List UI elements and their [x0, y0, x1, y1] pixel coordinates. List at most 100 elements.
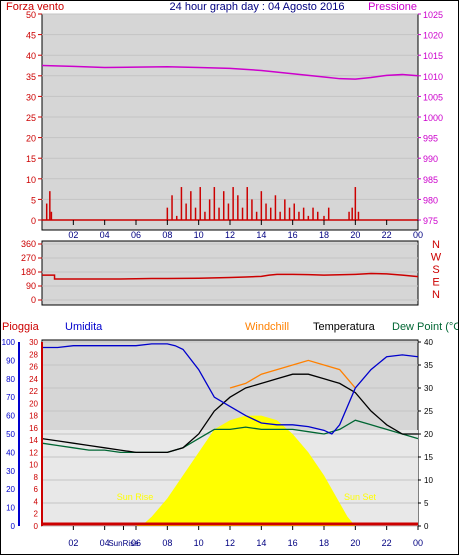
rain-tick-label: 28: [29, 350, 38, 359]
time-tick-label: 12: [225, 538, 235, 548]
wind-tick-label: 40: [26, 51, 36, 61]
legend-windchill: Windchill: [245, 321, 289, 333]
pressure-line: [41, 64, 419, 80]
pressure-tick-label: 1015: [423, 51, 443, 61]
dewpoint-line: [41, 419, 419, 454]
rain-tick-label: 30: [29, 338, 38, 347]
humidity-tick-label: 90: [6, 356, 15, 365]
wind-tick-label: 15: [26, 154, 36, 164]
time-tick-label: 14: [256, 538, 266, 548]
temperature-tick-label: 5: [424, 499, 429, 508]
time-tick-label: SunRise: [108, 539, 139, 548]
time-tick-label: 20: [350, 230, 360, 240]
time-tick-label: 16: [288, 230, 298, 240]
rain-tick-label: 16: [29, 424, 38, 433]
temperature-tick-label: 40: [424, 338, 433, 347]
pressure-tick-label: 1010: [423, 72, 443, 82]
time-tick-label: 12: [225, 230, 235, 240]
time-axis-top: 02 04 06 08 10 12 14 16 18 20 22 00: [68, 220, 423, 240]
rain-tick-label: 6: [34, 485, 39, 494]
humidity-tick-label: 20: [6, 485, 15, 494]
time-tick-label: 06: [131, 538, 141, 548]
wind-direction-line: [42, 272, 419, 280]
wind-pressure-panel: [41, 13, 419, 231]
time-tick-label: 10: [194, 538, 204, 548]
temperature-tick-label: 20: [424, 430, 433, 439]
compass-letter: E: [432, 277, 439, 289]
time-tick-label: 18: [319, 538, 329, 548]
time-tick-label: 02: [68, 230, 78, 240]
time-tick-label: 20: [350, 538, 360, 548]
wind-tick-label: 50: [26, 10, 36, 20]
pressure-axis-ticks: 975 980 985 990 995 1000 1005 1010 1015 1020 1025: [418, 10, 443, 226]
windchill-line: [229, 359, 356, 389]
time-tick-label: 04: [100, 538, 110, 548]
wind-tick-label: 35: [26, 72, 36, 82]
time-tick-label: 14: [256, 230, 266, 240]
time-tick-label: 22: [382, 230, 392, 240]
pressure-axis-title: Pressione: [368, 1, 417, 13]
time-tick-label: 22: [382, 538, 392, 548]
pressure-tick-label: 990: [423, 154, 438, 164]
direction-tick-label: 90: [26, 281, 36, 291]
rain-tick-label: 14: [29, 436, 38, 445]
wind-direction-axis-ticks: 0 90 180 270 360: [21, 239, 42, 305]
humidity-tick-label: 10: [6, 504, 15, 513]
humidity-tick-label: 50: [6, 430, 15, 439]
pressure-tick-label: 995: [423, 134, 438, 144]
rain-tick-label: 4: [34, 497, 39, 506]
wind-tick-label: 30: [26, 92, 36, 102]
time-tick-label: 04: [100, 230, 110, 240]
temperature-tick-label: 0: [424, 522, 429, 531]
rain-tick-label: 26: [29, 363, 38, 372]
time-tick-label: 06: [131, 230, 141, 240]
time-tick-label: 02: [68, 538, 78, 548]
legend-rain: Pioggia: [2, 321, 40, 333]
humidity-tick-label: 30: [6, 467, 15, 476]
wind-direction-panel: [41, 240, 419, 306]
pressure-tick-label: 975: [423, 216, 438, 226]
pressure-tick-label: 1005: [423, 92, 443, 102]
humidity-tick-label: 80: [6, 375, 15, 384]
humidity-tick-label: 100: [2, 338, 16, 347]
temperature-line: [41, 373, 418, 454]
sunset-annotation: Sun Set: [344, 492, 377, 502]
temperature-tick-label: 30: [424, 384, 433, 393]
temperature-axes: 0102030405060708090100024681012141618202…: [2, 338, 434, 531]
direction-tick-label: 270: [21, 253, 36, 263]
compass-letter: N: [432, 239, 440, 251]
wind-direction-grid: [42, 243, 418, 301]
time-tick-label: 00: [413, 230, 423, 240]
time-tick-label: 08: [162, 538, 172, 548]
direction-tick-label: 360: [21, 239, 36, 249]
pressure-tick-label: 1020: [423, 31, 443, 41]
compass-letter: S: [432, 264, 439, 276]
pressure-tick-label: 1025: [423, 10, 443, 20]
direction-tick-label: 180: [21, 267, 36, 277]
wind-tick-label: 25: [26, 113, 36, 123]
time-tick-label: 16: [288, 538, 298, 548]
legend-temperature: Temperatura: [313, 321, 376, 333]
pressure-tick-label: 1000: [423, 113, 443, 123]
rain-tick-label: 20: [29, 399, 38, 408]
time-tick-label: 08: [162, 230, 172, 240]
rain-tick-label: 8: [34, 473, 39, 482]
time-tick-label: 10: [194, 230, 204, 240]
compass-letter: N: [432, 289, 440, 301]
rain-tick-label: 10: [29, 461, 38, 470]
humidity-tick-label: 60: [6, 412, 15, 421]
rain-tick-label: 24: [29, 375, 38, 384]
humidity-tick-label: 70: [6, 393, 15, 402]
legend-humidity: Umidita: [65, 321, 103, 333]
humidity-tick-label: 40: [6, 448, 15, 457]
wind-tick-label: 10: [26, 175, 36, 185]
rain-tick-label: 12: [29, 448, 38, 457]
time-tick-label: 00: [413, 538, 423, 548]
rain-tick-label: 0: [34, 522, 39, 531]
rain-tick-label: 2: [34, 510, 39, 519]
temperature-tick-label: 15: [424, 453, 433, 462]
